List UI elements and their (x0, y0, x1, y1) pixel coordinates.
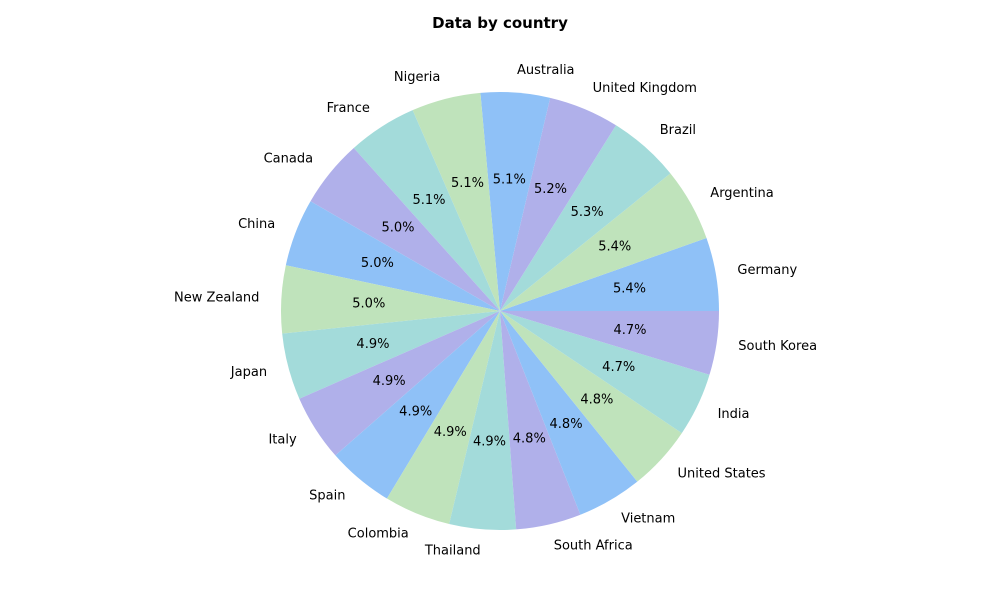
slice-percent-label: 5.2% (534, 182, 567, 197)
slice-percent-label: 5.1% (412, 193, 445, 208)
pie-slice-japan (282, 311, 500, 399)
slice-label: Germany (737, 263, 797, 278)
slice-percent-label: 4.8% (580, 392, 613, 407)
slice-percent-label: 4.9% (373, 374, 406, 389)
slice-percent-label: 4.9% (434, 425, 467, 440)
pie-slice-united-states (500, 311, 682, 482)
slice-label: Canada (264, 152, 313, 167)
pie-slice-canada (310, 147, 500, 311)
pie-slice-brazil (500, 125, 671, 311)
pie-labels: Germany 5.4% Argentina 5.4% Brazil 5.3% United… (174, 63, 817, 558)
pie-slices (280, 92, 719, 530)
slice-label: India (718, 407, 750, 422)
pie-slice-south-korea (500, 311, 719, 375)
slice-label: South Korea (738, 339, 817, 354)
pie-slice-india (500, 311, 710, 434)
slice-percent-label: 4.7% (613, 323, 646, 338)
slice-percent-label: 5.1% (451, 176, 484, 191)
slice-percent-label: 5.0% (361, 256, 394, 271)
slice-label: Japan (230, 365, 267, 380)
slice-label: Nigeria (394, 70, 441, 85)
pie-slice-spain (335, 311, 500, 499)
slice-label: Thailand (424, 544, 481, 559)
slice-percent-label: 5.1% (493, 172, 526, 187)
slice-label: United States (678, 466, 766, 481)
slice-percent-label: 4.7% (602, 360, 635, 375)
slice-label: Italy (268, 433, 297, 448)
pie-slice-thailand (449, 311, 517, 530)
pie-slice-france (353, 110, 500, 311)
slice-percent-label: 4.9% (356, 337, 389, 352)
slice-percent-label: 4.8% (550, 417, 583, 432)
slice-percent-label: 5.3% (571, 205, 604, 220)
pie-slice-italy (299, 311, 500, 456)
slice-label: Argentina (710, 186, 773, 201)
slice-percent-label: 5.0% (382, 221, 415, 236)
slice-label: Spain (309, 488, 345, 503)
pie-slice-south-africa (500, 311, 581, 530)
slice-percent-label: 5.0% (352, 296, 385, 311)
slice-label: Brazil (660, 123, 696, 138)
slice-percent-label: 4.9% (399, 404, 432, 419)
pie-slice-australia (480, 92, 551, 312)
slice-label: China (238, 217, 275, 232)
pie-slice-colombia (386, 311, 500, 525)
pie-slice-vietnam (500, 311, 638, 515)
chart-title: Data by country (432, 14, 568, 32)
slice-percent-label: 4.9% (473, 434, 506, 449)
slice-label: Colombia (348, 526, 409, 541)
pie-slice-china (285, 201, 500, 311)
slice-percent-label: 5.4% (613, 281, 646, 296)
slice-label: Australia (517, 63, 575, 78)
slice-percent-label: 4.8% (513, 432, 546, 447)
slice-label: United Kingdom (593, 81, 697, 96)
pie-slice-new-zealand (280, 265, 500, 334)
pie-slice-united-kingdom (500, 97, 616, 311)
pie-slice-germany (500, 238, 719, 311)
slice-percent-label: 5.4% (598, 239, 631, 254)
slice-label: South Africa (554, 538, 633, 553)
pie-slice-nigeria (412, 92, 500, 311)
slice-label: New Zealand (174, 291, 259, 306)
slice-label: France (327, 101, 370, 116)
pie-slice-argentina (500, 173, 707, 311)
slice-label: Vietnam (621, 512, 675, 527)
